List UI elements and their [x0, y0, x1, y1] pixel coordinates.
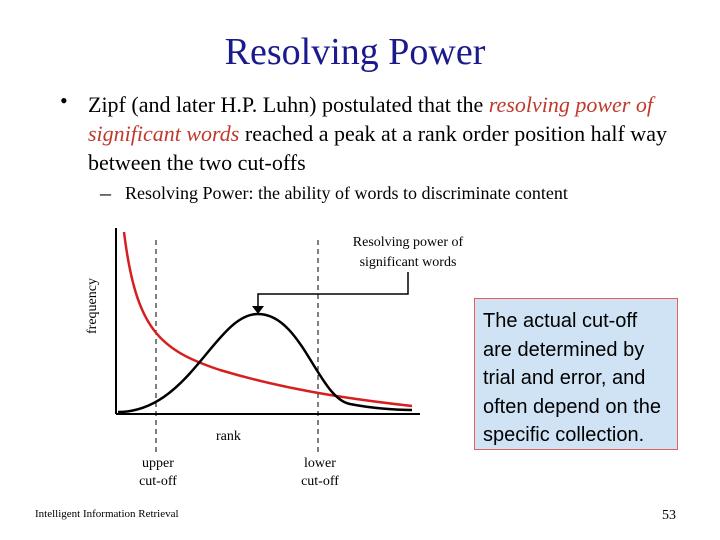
y-axis-label: frequency — [85, 278, 100, 334]
bullet-text-part2: reached a peak at a rank order position … — [88, 121, 667, 175]
bullet-text: Zipf (and later H.P. Luhn) postulated th… — [88, 90, 688, 177]
bullet-marker: • — [60, 88, 68, 113]
page-number: 53 — [662, 508, 676, 523]
peak-pointer-arrowhead — [252, 306, 264, 314]
bullet-highlight: resolving power of significant words — [88, 92, 653, 146]
sub-bullet-text: Resolving Power: the ability of words to… — [125, 183, 568, 203]
bullet-text-part1: Zipf (and later H.P. Luhn) postulated th… — [88, 92, 489, 117]
slide-title: Resolving Power — [224, 31, 486, 73]
resolving-power-curve — [117, 312, 413, 414]
x-axis-label: rank — [216, 429, 241, 444]
peak-pointer-line — [257, 272, 409, 306]
lower-cutoff-label-line2: cut-off — [301, 474, 339, 489]
sub-bullet-marker: – — [100, 180, 111, 205]
lower-cutoff-label-line1: lower — [304, 456, 336, 471]
peak-label-line1: Resolving power of — [353, 235, 464, 250]
upper-cutoff-label-line2: cut-off — [139, 474, 177, 489]
peak-label-line2: significant words — [360, 255, 457, 270]
callout-box: The actual cut-off are determined by tri… — [474, 298, 678, 450]
frequency-curve — [122, 231, 413, 408]
footer-course-name: Intelligent Information Retrieval — [35, 508, 179, 520]
upper-cutoff-label-line1: upper — [142, 456, 174, 471]
